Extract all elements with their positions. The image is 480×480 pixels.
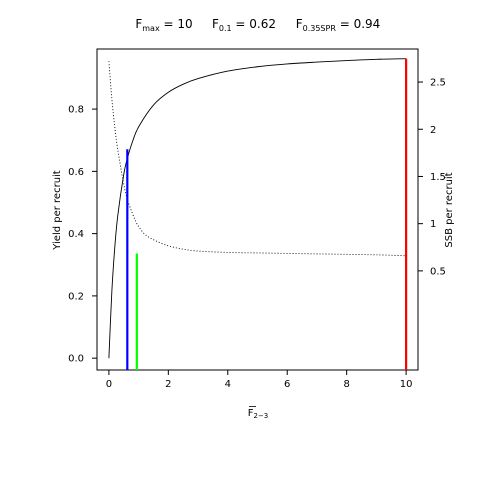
y-tick-label: 0.4 xyxy=(68,229,84,240)
chart-title-f01: F0.1 = 0.62 xyxy=(212,17,276,33)
reference-lines xyxy=(126,58,408,370)
x-tick-label: 0 xyxy=(106,379,112,390)
y-tick-label: 0.8 xyxy=(68,105,84,116)
ssb-per-recruit-line xyxy=(108,61,407,257)
x-tick-label: 2 xyxy=(165,379,171,390)
y2-tick-label: 2.5 xyxy=(430,78,446,89)
y2-tick-label: 0.5 xyxy=(430,266,446,277)
chart-title: Fmax = 10 xyxy=(135,17,192,33)
y2-axis-label: SSB per recruit xyxy=(444,172,455,247)
y-tick-label: 0.2 xyxy=(68,291,84,302)
y2-tick-label: 1 xyxy=(430,219,436,230)
y2-tick-label: 1.5 xyxy=(430,172,446,183)
x-tick-label: 6 xyxy=(284,379,290,390)
series-layer xyxy=(108,58,407,359)
plot-frame xyxy=(96,48,419,371)
y-axis-right: 0.5 1 1.5 2 2.5 xyxy=(418,78,446,277)
x-axis-label: F2−3 xyxy=(248,408,269,420)
title-fmax: Fmax = 10 xyxy=(135,17,192,33)
chart-title-fspr: F0.35SPR = 0.94 xyxy=(296,17,381,33)
yield-per-recruit-line xyxy=(108,58,407,359)
y-tick-label: 0.0 xyxy=(68,354,84,365)
y-axis-left: 0.0 0.2 0.4 0.6 0.8 xyxy=(68,105,97,365)
x-tick-label: 4 xyxy=(225,379,231,390)
y2-tick-label: 2 xyxy=(430,125,436,136)
x-tick-label: 8 xyxy=(343,379,349,390)
y-axis-label: Yield per recruit xyxy=(52,170,63,251)
x-axis: 0 2 4 6 8 10 xyxy=(106,370,413,390)
y-tick-label: 0.6 xyxy=(68,167,84,178)
x-tick-label: 10 xyxy=(400,379,413,390)
